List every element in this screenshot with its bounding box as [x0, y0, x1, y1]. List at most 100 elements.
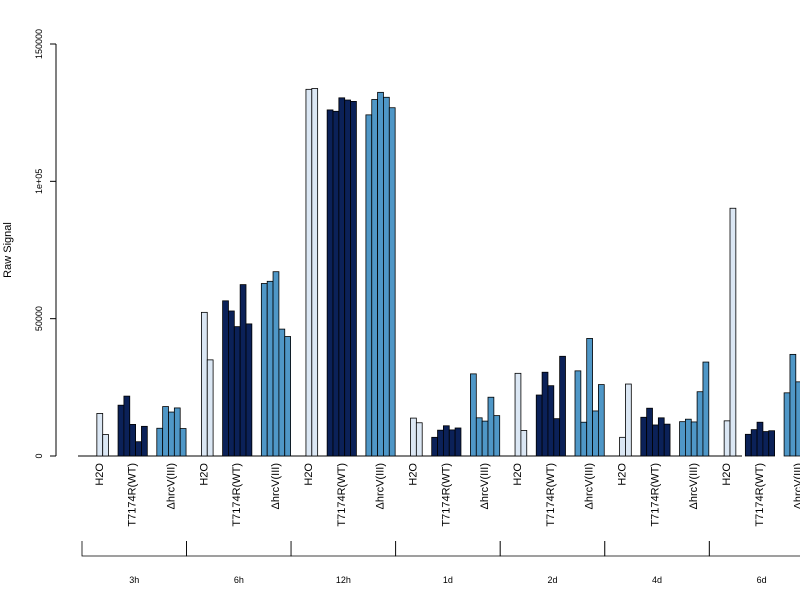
bar	[162, 406, 169, 457]
subgroup-labels: H2O T7174R(WT) ΔhrcV(III) H2O T7174R(WT) Δhrc…	[94, 463, 800, 527]
bar	[278, 328, 286, 457]
bar	[657, 417, 665, 457]
bar	[756, 421, 764, 457]
bar	[702, 361, 710, 457]
bar	[371, 99, 378, 457]
bar	[690, 421, 698, 457]
bar	[222, 300, 229, 457]
bar	[663, 423, 671, 457]
bar	[431, 436, 438, 457]
group-bracket	[290, 541, 397, 557]
group-bracket	[81, 541, 187, 557]
bar	[646, 407, 653, 457]
subgroup-label: ΔhrcV(III)	[688, 463, 700, 509]
bar	[365, 114, 373, 457]
subgroup-label: T7174R(WT)	[649, 463, 661, 527]
bar	[768, 430, 775, 457]
group-label: 6h	[234, 575, 244, 585]
group-brackets: 3h 6h 12h 1d 2d 4d 6d	[81, 541, 800, 585]
subgroup-label: ΔhrcV(III)	[375, 463, 387, 509]
bar	[332, 110, 340, 457]
group-label: 4d	[652, 575, 662, 585]
subgroup-label: ΔhrcV(III)	[479, 463, 491, 509]
bar	[135, 441, 142, 457]
bar	[173, 407, 181, 457]
bar	[553, 418, 561, 457]
bar	[442, 425, 450, 457]
bar	[744, 433, 752, 457]
subgroup-label: T7174R(WT)	[754, 463, 766, 527]
bar	[696, 391, 704, 457]
bar	[123, 395, 131, 457]
bar	[129, 424, 136, 457]
y-axis-label: Raw Signal	[2, 222, 14, 278]
bar	[685, 418, 692, 457]
bar	[260, 283, 268, 457]
subgroup-label: ΔhrcV(III)	[584, 463, 596, 509]
subgroup-label: H2O	[617, 463, 629, 486]
bar	[475, 417, 483, 457]
bar	[470, 373, 477, 457]
subgroup-label: H2O	[512, 463, 524, 486]
bar	[586, 338, 593, 457]
bar	[156, 427, 164, 457]
y-tick-label: 150000	[34, 29, 44, 59]
subgroup-label: H2O	[407, 463, 419, 486]
bar	[481, 420, 489, 457]
bar	[245, 323, 253, 457]
bar	[541, 371, 549, 457]
bar	[102, 434, 109, 457]
bar	[168, 411, 175, 457]
group-label: 12h	[336, 575, 351, 585]
bar	[679, 421, 686, 457]
bar	[535, 394, 543, 457]
bar	[652, 424, 659, 457]
subgroup-label: ΔhrcV(III)	[793, 463, 800, 509]
bar	[338, 97, 346, 457]
bar	[239, 284, 247, 457]
bar	[117, 404, 125, 457]
subgroup-label: T7174R(WT)	[336, 463, 348, 527]
bar	[233, 326, 241, 457]
group-label: 2d	[547, 575, 557, 585]
bar	[448, 429, 456, 457]
bar	[206, 359, 214, 457]
bar	[762, 431, 770, 457]
bar	[619, 436, 626, 457]
y-axis: 0 50000 1e+05 150000	[34, 29, 57, 459]
bar	[415, 422, 423, 457]
bar	[750, 429, 758, 457]
group-label: 6d	[757, 575, 767, 585]
bar	[493, 415, 501, 457]
bar	[729, 207, 737, 457]
bar	[350, 101, 357, 457]
group-label: 3h	[129, 575, 139, 585]
subgroup-label: H2O	[721, 463, 733, 486]
bar	[592, 410, 599, 457]
y-tick-label: 50000	[34, 306, 44, 331]
bar	[311, 88, 319, 457]
subgroup-label: ΔhrcV(III)	[270, 463, 282, 509]
bar	[141, 425, 148, 457]
subgroup-label: T7174R(WT)	[127, 463, 139, 527]
bar	[723, 420, 731, 457]
bar	[200, 311, 208, 457]
bar	[559, 355, 566, 457]
subgroup-label: H2O	[94, 463, 106, 486]
y-tick-label: 1e+05	[34, 169, 44, 194]
bar	[179, 428, 187, 457]
bar	[228, 310, 235, 457]
bar	[96, 413, 104, 457]
bar	[454, 427, 462, 457]
subgroup-label: H2O	[198, 463, 210, 486]
bar	[284, 336, 291, 457]
subgroup-label: T7174R(WT)	[545, 463, 557, 527]
bar	[789, 353, 797, 457]
bar	[580, 421, 588, 457]
bar	[377, 91, 384, 457]
group-bracket	[604, 541, 710, 557]
bar	[795, 381, 800, 457]
bar	[437, 429, 444, 457]
subgroup-label: T7174R(WT)	[231, 463, 243, 527]
